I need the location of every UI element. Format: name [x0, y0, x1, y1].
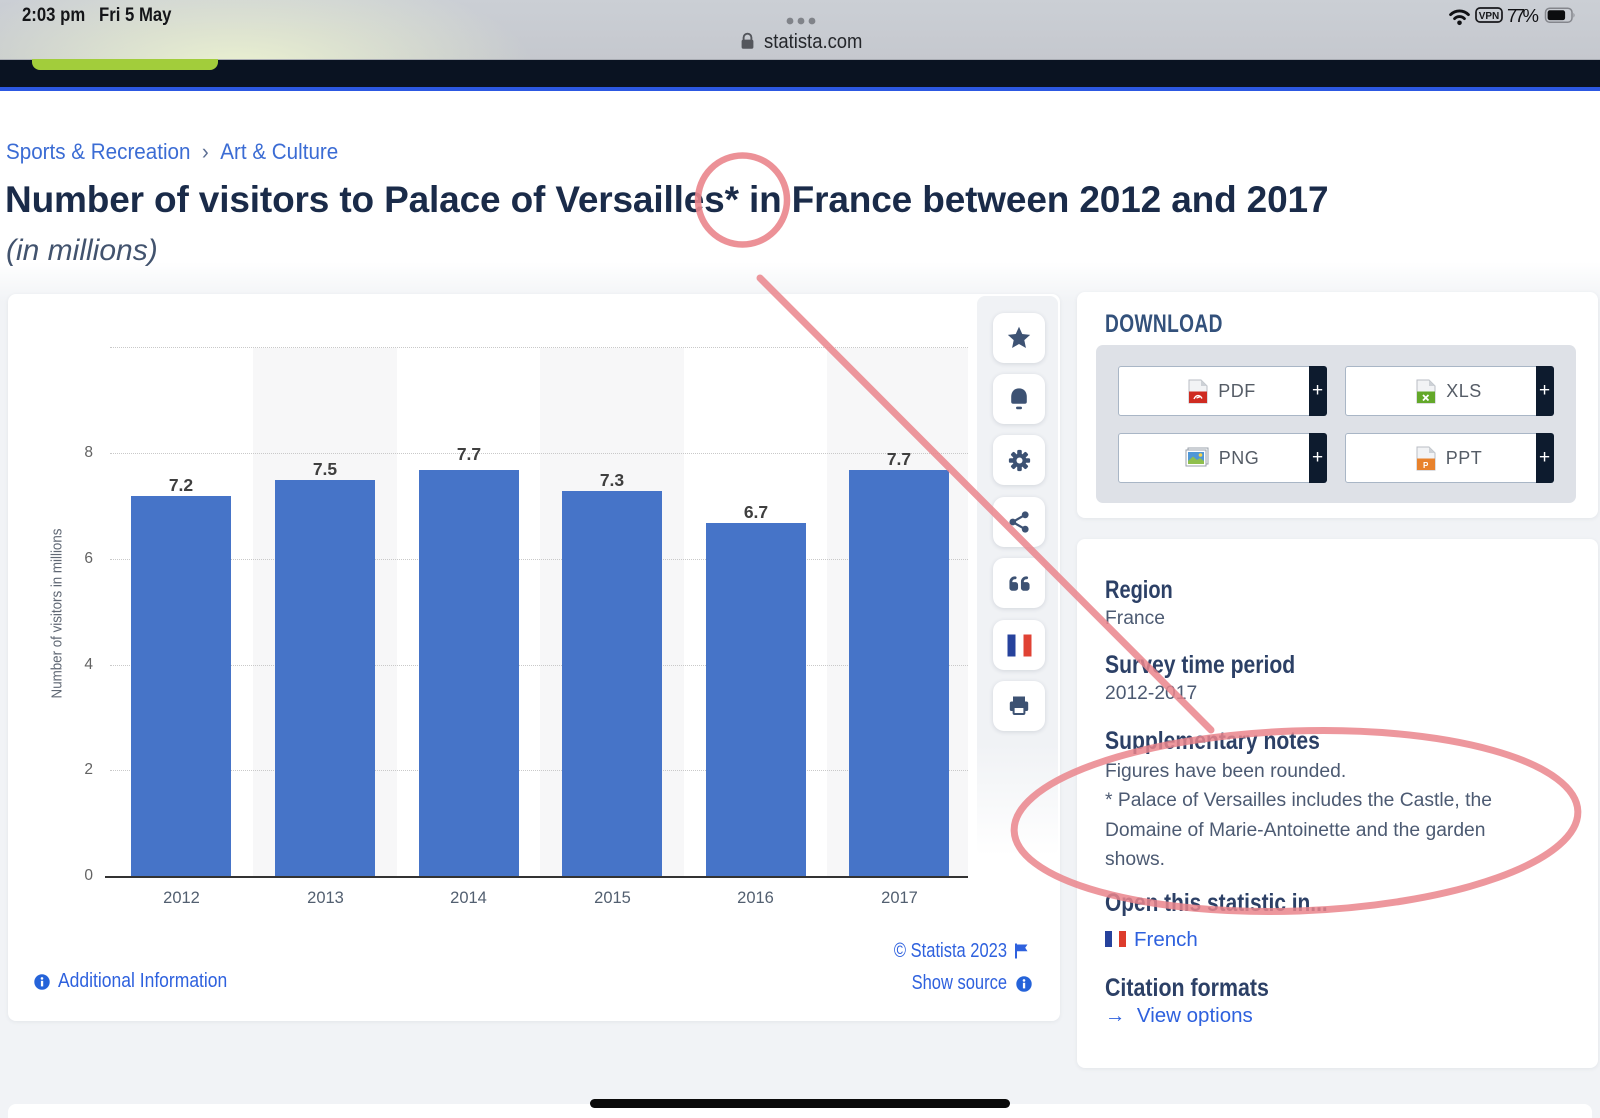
- svg-text:77%: 77%: [1507, 6, 1539, 26]
- svg-text:P: P: [1423, 461, 1429, 470]
- svg-text:VPN: VPN: [1479, 11, 1500, 22]
